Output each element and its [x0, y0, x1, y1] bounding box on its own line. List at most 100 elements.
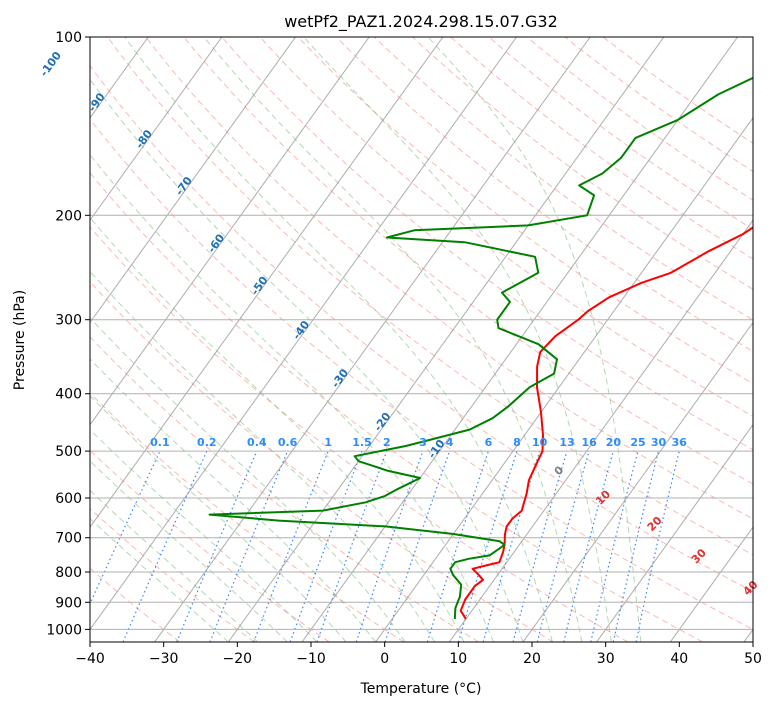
isotherm-line: [90, 37, 370, 426]
x-tick-label: −30: [149, 651, 179, 667]
moist-adiabat: [90, 270, 436, 642]
dewpoint-line: [208, 76, 753, 619]
y-tick-label: 100: [55, 30, 82, 46]
x-axis-label: Temperature (°C): [360, 681, 482, 697]
dry-adiabat: [90, 280, 554, 642]
isotherm-line: [154, 37, 591, 642]
mixing-ratio-line: [289, 450, 363, 642]
moist-adiabat: [90, 489, 259, 642]
moist-adiabat: [303, 37, 612, 642]
dry-adiabat: [90, 336, 479, 642]
mixing-ratio-label: 4: [446, 436, 454, 449]
moist-adiabat: [203, 37, 583, 642]
isotherm-line: [90, 37, 223, 222]
moist-adiabat: [90, 78, 524, 642]
isotherm-line: [301, 37, 739, 642]
mixing-ratio-label: 10: [532, 436, 548, 449]
dry-adiabat: [183, 37, 753, 485]
mixing-ratio-label: 1.5: [352, 436, 372, 449]
y-tick-label: 200: [55, 208, 82, 224]
moist-adiabat: [90, 395, 347, 642]
mixing-ratio-label: 20: [606, 436, 622, 449]
chart-title: wetPf2_PAZ1.2024.298.15.07.G32: [284, 12, 558, 32]
moist-adiabat: [90, 358, 376, 642]
moist-adiabat: [427, 37, 642, 642]
x-tick-label: 10: [449, 651, 467, 667]
dry-adiabat: [90, 507, 255, 642]
x-tick-label: 40: [670, 651, 688, 667]
y-tick-label: 700: [55, 531, 82, 547]
dry-adiabat: [107, 37, 753, 556]
y-tick-label: 500: [55, 444, 82, 460]
x-tick-label: −10: [296, 651, 326, 667]
dry-adiabat: [90, 118, 753, 630]
mixing-ratio-label: 1: [324, 436, 332, 449]
dry-adiabat: [90, 226, 629, 642]
x-axis-ticks: −40 −30 −20 −10 0 10 20 30 40 50: [75, 642, 762, 667]
data-lines: [208, 76, 753, 620]
y-axis-ticks: 100 200 300 400 500 600 700 800 900 1000: [46, 30, 90, 638]
background-lines: [90, 37, 753, 642]
mixing-ratio-label: 30: [651, 436, 667, 449]
isotherm-line: [90, 37, 518, 631]
moist-adiabat: [90, 317, 406, 642]
y-tick-label: 800: [55, 565, 82, 581]
mixing-ratio-label: 0.1: [150, 436, 170, 449]
mixing-ratio-line: [384, 450, 451, 642]
y-tick-label: 300: [55, 313, 82, 329]
dry-adiabat: [90, 449, 330, 642]
moist-adiabat: [90, 460, 288, 642]
x-tick-label: 30: [597, 651, 615, 667]
isotherm-line: [522, 321, 753, 642]
dry-adiabat: [145, 37, 753, 520]
y-tick-label: 900: [55, 595, 82, 611]
mixing-ratio-line: [253, 450, 329, 642]
mixing-ratio-line: [457, 450, 518, 642]
mixing-ratio-line: [426, 450, 489, 642]
mixing-ratio-line: [90, 450, 161, 606]
dry-adiabat: [90, 64, 753, 593]
x-tick-label: −20: [223, 651, 253, 667]
moist-adiabat: [90, 517, 229, 642]
mixing-ratio-label: 25: [630, 436, 645, 449]
isotherm-line: [227, 37, 665, 642]
y-tick-label: 600: [55, 491, 82, 507]
moist-adiabat: [90, 216, 465, 642]
mixing-ratio-line: [512, 450, 568, 642]
dry-adiabat: [221, 37, 753, 451]
y-tick-label: 1000: [46, 622, 82, 638]
moist-adiabat: [124, 37, 553, 642]
x-tick-label: −40: [75, 651, 105, 667]
mixing-ratio-label: 0.2: [197, 436, 217, 449]
y-tick-label: 400: [55, 387, 82, 403]
x-tick-label: 20: [523, 651, 541, 667]
dry-adiabat: [335, 37, 753, 353]
mixing-ratio-label: 0.6: [278, 436, 298, 449]
dry-adiabat: [374, 37, 753, 321]
y-axis-label: Pressure (hPa): [12, 290, 28, 390]
isotherm-line: [596, 423, 753, 642]
grid-lines: [90, 37, 753, 642]
mixing-ratio-label: 6: [485, 436, 493, 449]
mixing-ratio-label: 8: [513, 436, 521, 449]
mixing-ratio-label: 0.4: [247, 436, 267, 449]
dry-adiabat: [90, 172, 703, 642]
mixing-ratio-label: 3: [419, 436, 427, 449]
mixing-ratio-label: 16: [581, 436, 597, 449]
isotherm-line: [448, 219, 753, 642]
mixing-ratio-label: 2: [383, 436, 391, 449]
isotherm-line: [90, 37, 297, 324]
plot-frame: [89, 36, 754, 643]
mixing-ratio-label: 13: [559, 436, 574, 449]
isotherm-line: [375, 116, 753, 642]
mixing-ratio-label: 36: [672, 436, 688, 449]
x-tick-label: 0: [380, 651, 389, 667]
temperature-line: [459, 226, 753, 620]
dry-adiabat: [412, 37, 753, 290]
x-tick-label: 50: [744, 651, 762, 667]
isotherm-line: [669, 526, 753, 642]
isotherm-line: [90, 37, 444, 528]
